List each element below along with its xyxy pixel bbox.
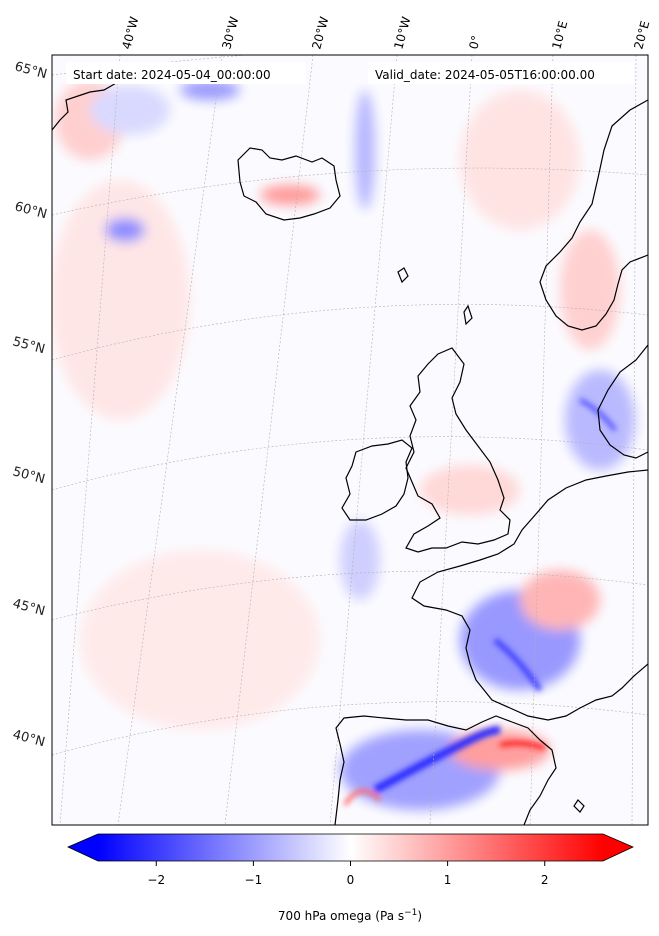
lat-label-45n: 45°N (11, 596, 47, 619)
lon-label-0: 0° (466, 34, 483, 51)
start-date-label: Start date: 2024-05-04_00:00:00 (73, 68, 271, 82)
lon-label-10w: 10°W (391, 15, 413, 51)
faroe-coast (397, 267, 409, 284)
shetland-coast (463, 304, 473, 326)
lat-label-65n: 65°N (13, 59, 49, 82)
colorbar-min-extend (68, 834, 98, 861)
colorbar-tick-label: −2 (147, 873, 165, 887)
colorbar-max-extend (603, 834, 633, 861)
latitude-labels: 65°N 60°N 55°N 50°N 45°N 40°N (11, 59, 49, 750)
lon-label-40w: 40°W (119, 15, 141, 51)
graticule (52, 55, 648, 825)
coastlines (52, 65, 648, 825)
colorbar-tick-label: 1 (444, 873, 452, 887)
omega-field (52, 80, 635, 810)
longitude-labels: 40°W 30°W 20°W 10°W 0° 10°E 20°E (119, 15, 652, 51)
denmark-coast (597, 344, 648, 459)
colorbar-tick-label: 2 (541, 873, 549, 887)
map-frame (51, 54, 649, 826)
colorbar-body (98, 834, 603, 861)
great-britain-coast (405, 347, 511, 553)
lat-label-60n: 60°N (13, 199, 49, 222)
lon-label-10e: 10°E (549, 19, 570, 50)
colorbar-ticks: −2 −1 0 1 2 (147, 861, 549, 887)
colorbar-tick-label: 0 (347, 873, 355, 887)
start-date-box (66, 62, 306, 84)
colorbar-tick-label: −1 (245, 873, 263, 887)
lat-label-50n: 50°N (11, 464, 47, 487)
colorbar-label: 700 hPa omega (Pa s−1) (278, 908, 422, 923)
iceland-coast (237, 147, 341, 221)
lon-label-30w: 30°W (219, 15, 241, 51)
norway-coast (539, 99, 648, 331)
lon-label-20e: 20°E (631, 19, 652, 50)
iberia-coast (334, 715, 557, 825)
lon-label-20w: 20°W (309, 15, 331, 51)
lat-label-40n: 40°N (11, 727, 47, 750)
ireland-coast (341, 439, 413, 521)
continent-coast (411, 469, 648, 721)
corsica-coast (573, 799, 585, 813)
valid-date-box (368, 62, 634, 84)
lat-label-55n: 55°N (11, 334, 47, 357)
colorbar: −2 −1 0 1 2 700 hPa omega (Pa s−1) (67, 833, 634, 923)
valid-date-label: Valid_date: 2024-05-05T16:00:00.00 (375, 68, 595, 82)
